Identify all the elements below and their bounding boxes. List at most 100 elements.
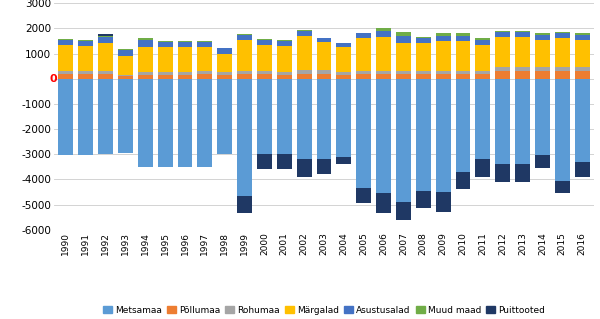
Bar bbox=[376, 28, 391, 31]
Bar bbox=[356, 79, 371, 188]
Bar bbox=[376, 193, 391, 213]
Bar bbox=[297, 31, 311, 36]
Bar bbox=[98, 79, 113, 154]
Bar bbox=[178, 42, 193, 47]
Bar bbox=[356, 74, 371, 79]
Bar bbox=[555, 32, 569, 33]
Bar bbox=[376, 71, 391, 74]
Bar bbox=[376, 79, 391, 193]
Bar bbox=[237, 35, 252, 40]
Bar bbox=[79, 46, 93, 71]
Bar bbox=[98, 74, 113, 79]
Bar bbox=[475, 71, 490, 74]
Bar bbox=[297, 159, 311, 177]
Bar bbox=[535, 79, 550, 155]
Bar bbox=[138, 72, 153, 75]
Bar bbox=[495, 164, 510, 182]
Bar bbox=[178, 79, 193, 167]
Bar bbox=[356, 71, 371, 74]
Bar bbox=[98, 43, 113, 71]
Bar bbox=[178, 41, 193, 42]
Bar bbox=[277, 40, 292, 41]
Bar bbox=[317, 74, 331, 79]
Bar bbox=[475, 45, 490, 71]
Bar bbox=[475, 159, 490, 177]
Bar bbox=[118, 79, 133, 153]
Bar bbox=[237, 74, 252, 79]
Bar bbox=[455, 36, 470, 41]
Bar bbox=[297, 30, 311, 31]
Bar bbox=[475, 74, 490, 79]
Bar bbox=[337, 157, 351, 164]
Bar bbox=[197, 42, 212, 47]
Bar bbox=[535, 155, 550, 168]
Bar bbox=[197, 71, 212, 74]
Bar bbox=[98, 37, 113, 43]
Bar bbox=[237, 71, 252, 74]
Bar bbox=[317, 38, 331, 42]
Bar bbox=[118, 50, 133, 56]
Bar bbox=[436, 33, 451, 36]
Bar bbox=[575, 33, 590, 35]
Bar bbox=[376, 37, 391, 71]
Bar bbox=[436, 71, 451, 74]
Bar bbox=[436, 79, 451, 192]
Bar bbox=[475, 79, 490, 159]
Bar bbox=[138, 40, 153, 47]
Bar bbox=[158, 72, 173, 75]
Bar bbox=[297, 79, 311, 159]
Bar bbox=[515, 31, 530, 32]
Bar bbox=[515, 164, 530, 182]
Bar bbox=[297, 36, 311, 70]
Bar bbox=[217, 48, 232, 54]
Bar bbox=[495, 37, 510, 67]
Bar bbox=[197, 41, 212, 42]
Bar bbox=[455, 79, 470, 172]
Bar bbox=[515, 71, 530, 79]
Bar bbox=[515, 32, 530, 37]
Bar bbox=[515, 79, 530, 164]
Bar bbox=[575, 79, 590, 162]
Bar bbox=[555, 79, 569, 181]
Bar bbox=[515, 37, 530, 67]
Bar bbox=[217, 79, 232, 154]
Bar bbox=[297, 70, 311, 74]
Bar bbox=[79, 41, 93, 46]
Legend: Metsamaa, Põllumaa, Rohumaa, Märgalad, Asustusalad, Muud maad, Puittooted: Metsamaa, Põllumaa, Rohumaa, Märgalad, A… bbox=[100, 302, 548, 318]
Bar bbox=[257, 71, 272, 74]
Bar bbox=[58, 71, 73, 74]
Bar bbox=[495, 71, 510, 79]
Bar bbox=[317, 79, 331, 159]
Bar bbox=[138, 75, 153, 79]
Bar bbox=[337, 47, 351, 72]
Bar bbox=[555, 71, 569, 79]
Bar bbox=[138, 79, 153, 167]
Bar bbox=[217, 72, 232, 75]
Bar bbox=[217, 75, 232, 79]
Bar bbox=[317, 42, 331, 70]
Bar bbox=[455, 71, 470, 74]
Bar bbox=[455, 172, 470, 189]
Bar bbox=[217, 54, 232, 72]
Bar bbox=[416, 38, 431, 43]
Bar bbox=[535, 33, 550, 35]
Text: 0: 0 bbox=[50, 74, 58, 84]
Bar bbox=[79, 74, 93, 79]
Bar bbox=[575, 35, 590, 40]
Bar bbox=[158, 41, 173, 42]
Bar bbox=[178, 47, 193, 72]
Bar bbox=[416, 79, 431, 191]
Bar bbox=[356, 38, 371, 71]
Bar bbox=[495, 31, 510, 32]
Bar bbox=[197, 74, 212, 79]
Bar bbox=[396, 74, 411, 79]
Bar bbox=[575, 67, 590, 71]
Bar bbox=[337, 79, 351, 157]
Bar bbox=[118, 56, 133, 75]
Bar bbox=[535, 67, 550, 71]
Bar bbox=[79, 79, 93, 155]
Bar bbox=[58, 39, 73, 40]
Bar bbox=[58, 45, 73, 71]
Bar bbox=[158, 47, 173, 72]
Bar bbox=[158, 42, 173, 47]
